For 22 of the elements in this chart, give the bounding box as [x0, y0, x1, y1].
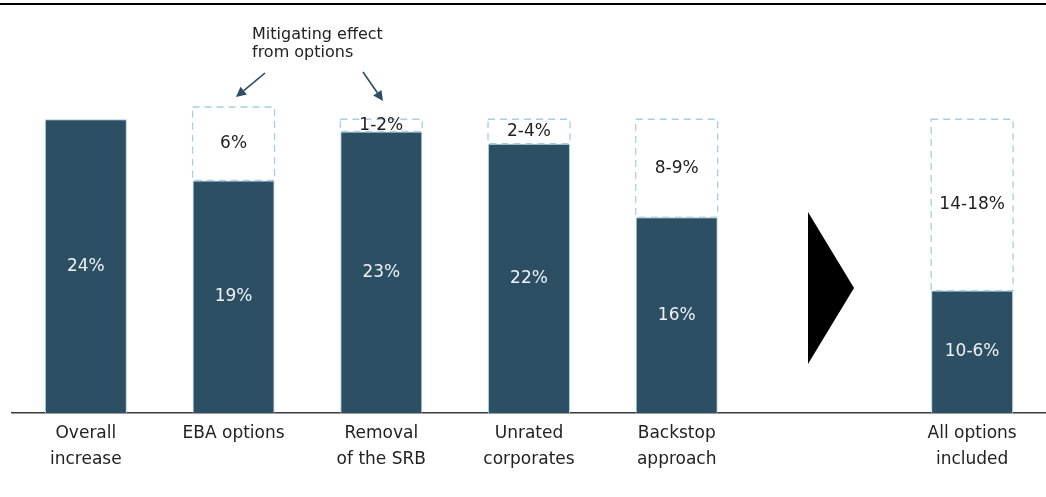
data-label: 6% [220, 132, 248, 153]
x-tick-label: All options included [927, 422, 1017, 468]
data-label: 16% [657, 303, 696, 324]
x-tick-label: EBA options [182, 422, 285, 443]
bar [635, 118, 719, 218]
data-label: 23% [362, 260, 401, 281]
data-label: 10-6% [944, 340, 1000, 361]
data-label: 22% [510, 266, 548, 287]
x-tick-label: Removal of the SRB [336, 422, 426, 468]
text: Mitigating effect from options [252, 24, 384, 61]
data-label: 1-2% [359, 113, 404, 134]
data-label: 2-4% [507, 119, 551, 140]
bar [191, 106, 276, 182]
x-tick-label: Backstop approach [636, 422, 717, 468]
data-label: 24% [66, 254, 105, 275]
x-tick-label: Overall increase [50, 422, 122, 468]
bar [339, 118, 423, 133]
data-label: 14-18% [939, 193, 1005, 214]
x-tick-label: Unrated corporates [483, 422, 575, 468]
data-label: 19% [214, 285, 253, 306]
bar [487, 118, 571, 145]
data-label: 8-9% [654, 156, 699, 177]
